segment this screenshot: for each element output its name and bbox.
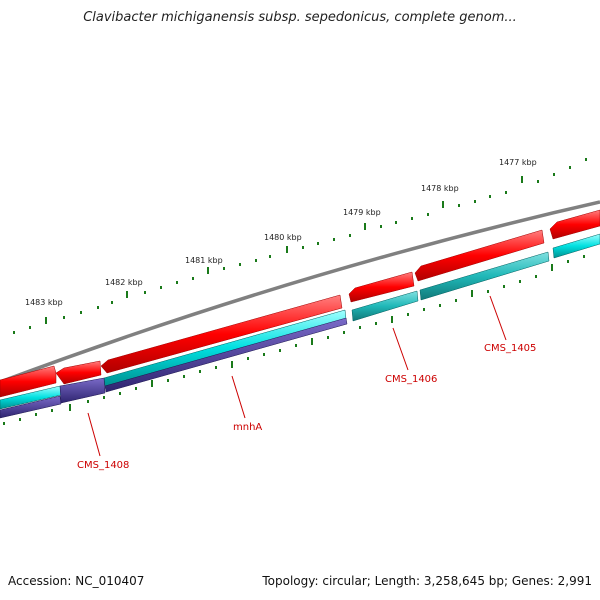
highlight-track [0,317,348,419]
kbp-tick-marks [13,158,587,334]
tick-label-1483: 1483 kbp [25,298,63,307]
gene-label-mnha: mnhA [233,422,262,433]
cds-feature [0,365,57,398]
topology-text: Topology: circular; Length: 3,258,645 bp… [262,574,592,588]
highlight-feature [59,377,106,404]
tick-label-1481: 1481 kbp [185,256,223,265]
gene-label-cms-1408: CMS_1408 [77,460,129,471]
accession-text: Accession: NC_010407 [8,574,145,588]
cds-feature [100,294,343,374]
tick-label-1478: 1478 kbp [421,184,459,193]
tick-label-1480: 1480 kbp [264,233,302,242]
leader-cms-1408 [87,412,101,457]
map-title: Clavibacter michiganensis subsp. sepedon… [83,10,517,25]
gene-feature [552,233,600,259]
leader-mnha [231,375,246,419]
leader-cms-1406 [392,327,409,371]
highlight-feature [104,317,348,393]
gene-label-cms-1405: CMS_1405 [484,343,536,354]
gene-feature [419,251,550,301]
cds-feature [414,229,545,282]
gene-feature [103,309,347,387]
cds-feature [348,271,415,303]
tick-label-1479: 1479 kbp [343,208,381,217]
highlight-feature [0,395,62,419]
tick-label-1477: 1477 kbp [499,158,537,167]
cds-feature [549,209,600,240]
lower-tick-marks [3,255,585,425]
genome-backbone [0,200,600,384]
gene-track [0,233,600,410]
leader-cms-1405 [489,295,507,341]
label-leaders [87,295,507,457]
cds-feature [55,360,102,385]
gene-feature [351,290,419,322]
cds-track-red [0,209,600,398]
tick-label-1482: 1482 kbp [105,278,143,287]
gene-label-cms-1406: CMS_1406 [385,374,437,385]
